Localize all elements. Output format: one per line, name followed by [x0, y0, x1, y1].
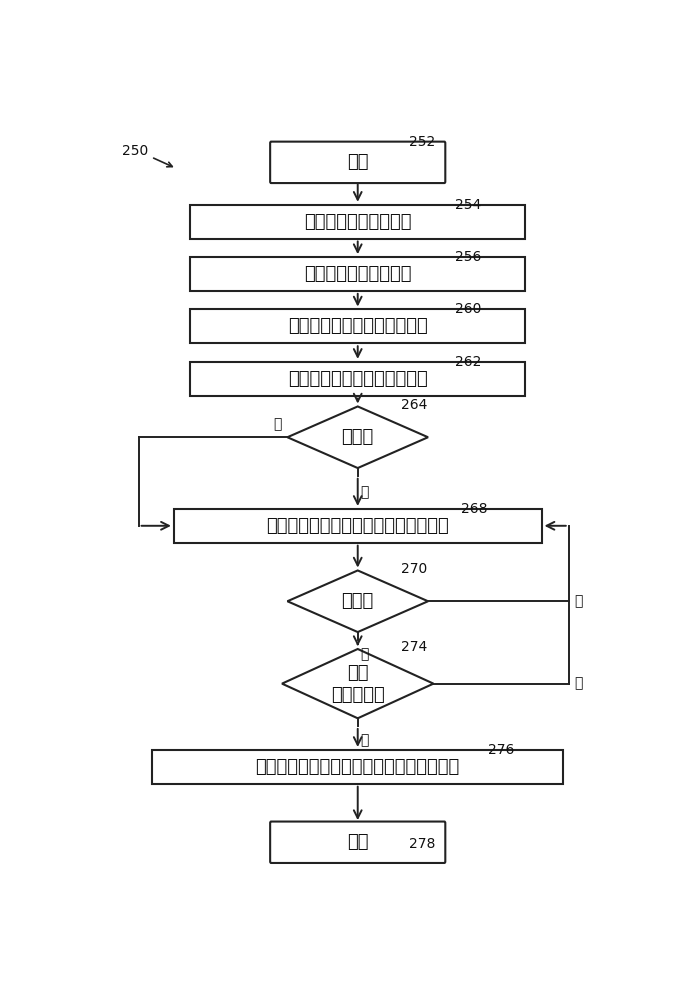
Bar — [174, 509, 542, 543]
Bar — [190, 205, 526, 239]
Text: 276: 276 — [487, 743, 514, 757]
Bar — [190, 309, 526, 343]
Text: 结束: 结束 — [347, 833, 369, 851]
Polygon shape — [282, 649, 433, 718]
Text: 否: 否 — [360, 647, 369, 661]
Polygon shape — [288, 406, 428, 468]
Text: 读取
更多字符？: 读取 更多字符？ — [331, 664, 385, 704]
Polygon shape — [288, 570, 428, 632]
Text: 是: 是 — [574, 594, 582, 608]
Text: 是: 是 — [360, 485, 369, 499]
Text: 250: 250 — [122, 144, 149, 158]
Text: 否: 否 — [360, 734, 369, 748]
Text: 开始: 开始 — [347, 153, 369, 171]
Text: 读取第二个序列的第一个字符: 读取第二个序列的第一个字符 — [288, 370, 428, 388]
Text: 274: 274 — [401, 640, 427, 654]
Text: 254: 254 — [455, 198, 482, 212]
Text: 向内存存储第一个序列: 向内存存储第一个序列 — [304, 213, 412, 231]
Text: 270: 270 — [401, 562, 427, 576]
Text: 278: 278 — [409, 837, 436, 851]
FancyBboxPatch shape — [270, 142, 445, 183]
Text: 262: 262 — [455, 355, 482, 369]
Text: 是: 是 — [574, 677, 582, 691]
Text: 否: 否 — [274, 417, 282, 431]
Text: 显示第一个和第二个序列之间的同源性水平: 显示第一个和第二个序列之间的同源性水平 — [255, 758, 460, 776]
Text: 读取第一个序列的第一个字符: 读取第一个序列的第一个字符 — [288, 317, 428, 335]
FancyBboxPatch shape — [270, 822, 445, 863]
Text: 256: 256 — [455, 250, 482, 264]
Text: 相同？: 相同？ — [341, 592, 374, 610]
Text: 读取第一个和第二个序列的下一个字符: 读取第一个和第二个序列的下一个字符 — [267, 517, 449, 535]
Text: 260: 260 — [455, 302, 482, 316]
Text: 268: 268 — [461, 502, 487, 516]
Bar — [190, 257, 526, 291]
Bar — [190, 362, 526, 396]
Bar — [152, 750, 563, 784]
Text: 向内存存储第二个序列: 向内存存储第二个序列 — [304, 265, 412, 283]
Text: 264: 264 — [401, 398, 427, 412]
Text: 252: 252 — [409, 135, 436, 149]
Text: 相同？: 相同？ — [341, 428, 374, 446]
